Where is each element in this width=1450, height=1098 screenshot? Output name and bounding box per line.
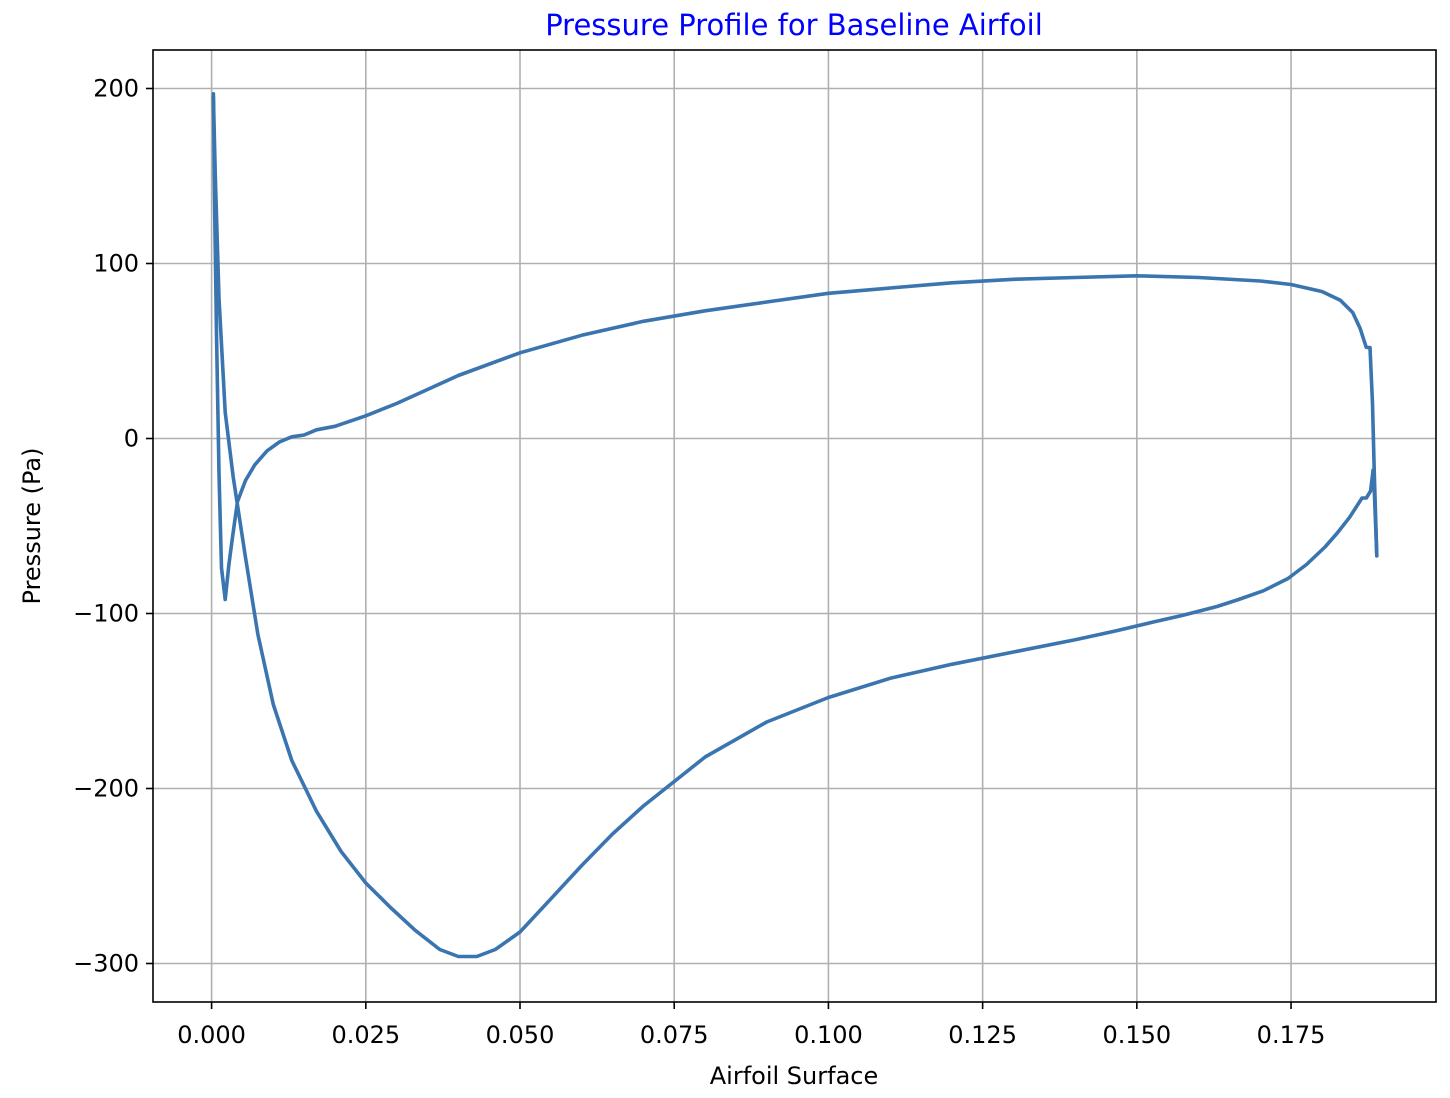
- y-tick-label: 100: [93, 250, 139, 278]
- data-lines: [211, 92, 1379, 959]
- grid: [153, 50, 1436, 1002]
- x-tick-label: 0.100: [794, 1021, 863, 1049]
- plot-frame: [152, 49, 1437, 1003]
- y-tick-label: 200: [93, 75, 139, 103]
- axis-ticks: 0.000 0.025 0.050 0.075 0.100 0.125 0.150 0.175…: [73, 75, 1325, 1050]
- pressure-line-1: [211, 95, 1379, 959]
- y-axis-title: Pressure (Pa): [18, 448, 46, 605]
- x-tick-label: 0.025: [331, 1021, 400, 1049]
- x-tick-label: 0.000: [177, 1021, 246, 1049]
- x-tick-label: 0.150: [1102, 1021, 1171, 1049]
- y-tick-label: −300: [73, 950, 139, 978]
- y-tick-label: −200: [73, 775, 139, 803]
- x-tick-label: 0.075: [640, 1021, 709, 1049]
- x-axis-title: Airfoil Surface: [710, 1062, 878, 1090]
- x-tick-label: 0.175: [1257, 1021, 1326, 1049]
- x-tick-label: 0.050: [486, 1021, 555, 1049]
- y-tick-label: 0: [124, 425, 139, 453]
- y-tick-label: −100: [73, 600, 139, 628]
- pressure-line-2: [211, 92, 1379, 602]
- x-tick-label: 0.125: [948, 1021, 1017, 1049]
- chart-title: Pressure Profile for Baseline Airfoil: [545, 8, 1043, 42]
